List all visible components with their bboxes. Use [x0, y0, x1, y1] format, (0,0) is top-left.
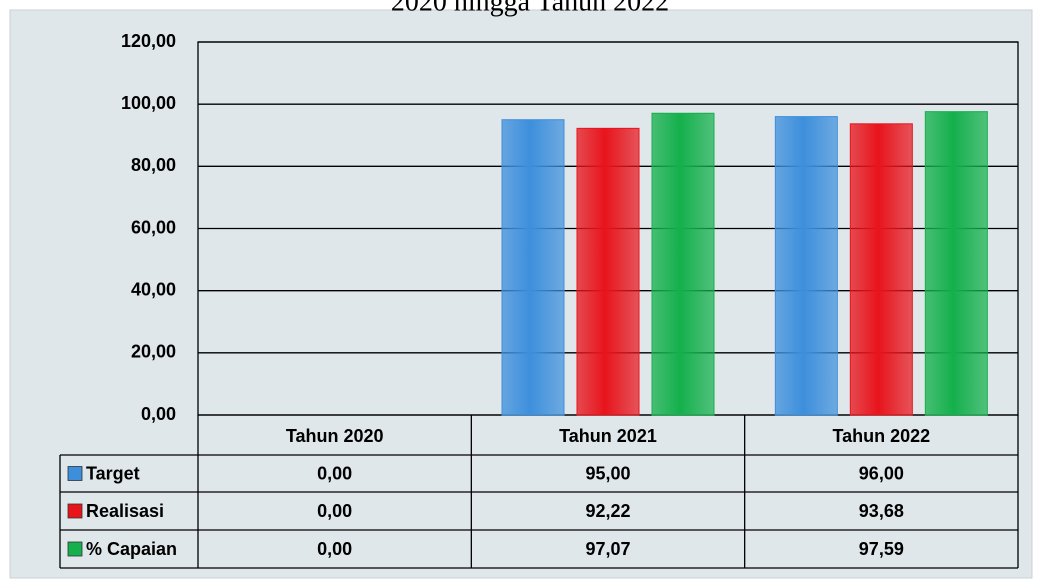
- table-value: 97,07: [585, 539, 630, 559]
- bar: [502, 120, 564, 415]
- table-value: 95,00: [585, 463, 630, 483]
- y-tick-label: 60,00: [131, 217, 176, 237]
- legend-label: Target: [86, 463, 140, 483]
- chart-title: 2020 hingga Tahun 2022: [391, 0, 669, 17]
- y-tick-label: 100,00: [121, 93, 176, 113]
- bar: [652, 113, 714, 415]
- y-tick-label: 40,00: [131, 279, 176, 299]
- legend-label: % Capaian: [86, 539, 177, 559]
- table-value: 97,59: [859, 539, 904, 559]
- legend-swatch: [68, 542, 82, 556]
- bar: [577, 128, 639, 415]
- legend-swatch: [68, 504, 82, 518]
- table-value: 0,00: [317, 463, 352, 483]
- table-value: 93,68: [859, 501, 904, 521]
- table-value: 0,00: [317, 539, 352, 559]
- table-value: 0,00: [317, 501, 352, 521]
- y-tick-label: 120,00: [121, 31, 176, 51]
- bar: [775, 117, 837, 415]
- y-tick-label: 80,00: [131, 155, 176, 175]
- table-value: 92,22: [585, 501, 630, 521]
- x-tick-label: Tahun 2020: [286, 426, 384, 446]
- y-tick-label: 20,00: [131, 342, 176, 362]
- legend-label: Realisasi: [86, 501, 164, 521]
- legend-swatch: [68, 467, 82, 481]
- bar: [850, 124, 912, 415]
- bar: [925, 112, 987, 415]
- table-value: 96,00: [859, 463, 904, 483]
- y-tick-label: 0,00: [141, 404, 176, 424]
- chart: 2020 hingga Tahun 2022 0,00 20,00 40,00 60,…: [0, 0, 1042, 580]
- x-tick-label: Tahun 2021: [559, 426, 657, 446]
- x-tick-label: Tahun 2022: [832, 426, 930, 446]
